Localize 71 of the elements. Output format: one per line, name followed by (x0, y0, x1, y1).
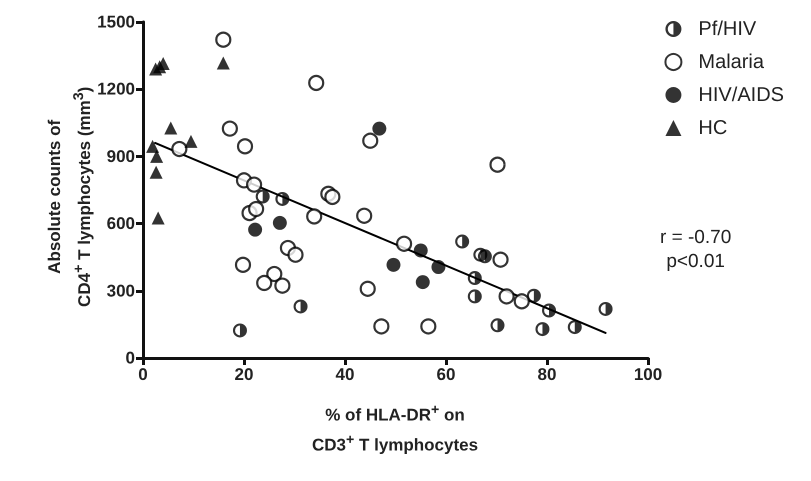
point (468, 289, 482, 304)
point (372, 122, 386, 136)
point (171, 140, 188, 158)
point (256, 189, 270, 204)
point (222, 120, 238, 137)
x-tick-label: 40 (336, 365, 354, 384)
y-tick-label: 900 (106, 146, 135, 166)
point (146, 140, 160, 153)
point (152, 212, 165, 224)
text: p<0.01 (666, 251, 725, 272)
point (274, 278, 290, 294)
point (431, 260, 446, 274)
point (489, 156, 506, 173)
point (514, 293, 530, 310)
point (468, 271, 482, 286)
point (306, 208, 322, 225)
point (360, 280, 376, 297)
point (356, 208, 372, 224)
point (420, 318, 436, 335)
point (215, 32, 232, 48)
y-tick-label: 1500 (97, 12, 135, 32)
legend-label: HIV/AIDS (698, 84, 784, 106)
point (272, 216, 287, 230)
point (498, 288, 515, 304)
point (216, 56, 230, 70)
x-tick-label: 100 (634, 365, 662, 384)
point (526, 288, 541, 303)
point (396, 236, 412, 252)
point (232, 323, 247, 338)
point (246, 176, 262, 193)
point (490, 318, 504, 332)
text: % of HLA-DR$^{+}$ on CD3$^{+}$ T lymphocytes (312, 402, 478, 454)
point (362, 132, 378, 149)
legend-label: Pf/HIV (698, 18, 757, 40)
legend-label: Malaria (698, 51, 765, 73)
point (294, 299, 308, 314)
point (236, 138, 254, 154)
point (156, 56, 170, 70)
point (248, 200, 264, 218)
point (455, 234, 470, 249)
point (248, 222, 262, 237)
point (150, 166, 163, 179)
point (416, 275, 430, 290)
point (308, 74, 324, 92)
point (324, 188, 340, 206)
point (150, 150, 164, 163)
point (256, 274, 272, 292)
point (542, 304, 556, 318)
point (184, 134, 198, 148)
x-tick-label: 0 (138, 365, 148, 384)
point (234, 256, 252, 273)
point (598, 302, 613, 316)
point (373, 318, 390, 335)
text: r = -0.70 (660, 227, 732, 248)
y-tick-label: 600 (106, 214, 135, 234)
y-tick-label: 0 (126, 348, 135, 368)
legend-label: HC (698, 117, 728, 139)
point (386, 258, 400, 272)
point (478, 249, 492, 264)
point (414, 243, 428, 258)
y-tick-label: 300 (106, 281, 135, 300)
x-tick-label: 60 (436, 365, 456, 384)
point (287, 246, 304, 263)
x-tick-label: 20 (234, 365, 254, 384)
y-tick-label: 1200 (97, 80, 135, 99)
point (164, 121, 178, 134)
point (535, 322, 550, 336)
point (492, 252, 509, 268)
point (568, 320, 582, 334)
x-tick-label: 80 (538, 365, 556, 384)
point (275, 192, 290, 206)
